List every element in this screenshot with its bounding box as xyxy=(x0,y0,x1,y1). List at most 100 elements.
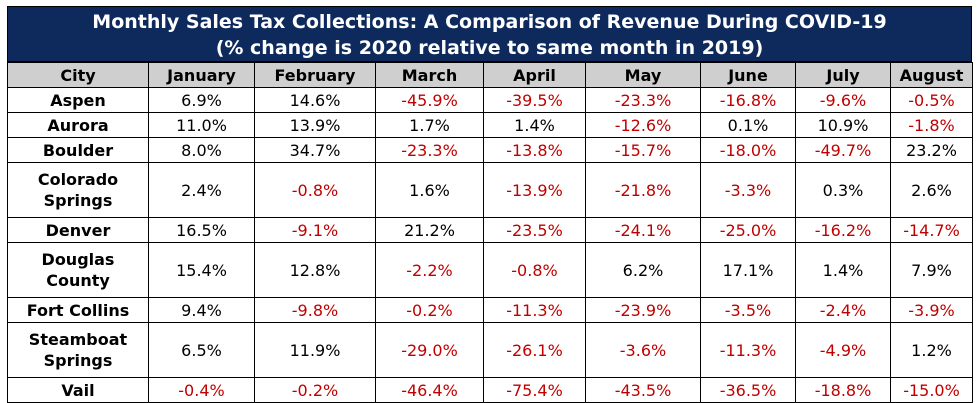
table-title-banner: Monthly Sales Tax Collections: A Compari… xyxy=(7,6,972,62)
value-cell: 21.2% xyxy=(375,217,484,243)
value-cell: -3.9% xyxy=(890,297,973,323)
sales-tax-table-figure: Monthly Sales Tax Collections: A Compari… xyxy=(7,6,973,403)
value-cell: -49.7% xyxy=(795,137,891,163)
value-cell: -18.0% xyxy=(700,137,796,163)
value-cell: -0.4% xyxy=(148,377,255,403)
value-cell: 14.6% xyxy=(254,87,376,113)
city-cell: Vail xyxy=(7,377,149,403)
value-cell: 16.5% xyxy=(148,217,255,243)
table-row: Aurora 11.0% 13.9% 1.7% 1.4% -12.6% 0.1% 10.9% -… xyxy=(7,112,973,138)
value-cell: 6.9% xyxy=(148,87,255,113)
value-cell: 13.9% xyxy=(254,112,376,138)
city-cell: Douglas County xyxy=(7,242,149,298)
value-cell: -23.3% xyxy=(375,137,484,163)
city-name-line: Colorado xyxy=(37,170,119,189)
value-cell: -0.2% xyxy=(375,297,484,323)
table-subtitle: (% change is 2020 relative to same month… xyxy=(215,37,764,59)
value-cell: -75.4% xyxy=(483,377,586,403)
value-cell: 15.4% xyxy=(148,242,255,298)
value-cell: 23.2% xyxy=(890,137,973,163)
column-header-march: March xyxy=(375,62,484,88)
value-cell: -29.0% xyxy=(375,322,484,378)
sales-tax-table: City January February March April May June July… xyxy=(7,62,973,403)
value-cell: -0.8% xyxy=(254,162,376,218)
value-cell: -45.9% xyxy=(375,87,484,113)
city-cell: Denver xyxy=(7,217,149,243)
value-cell: -11.3% xyxy=(700,322,796,378)
value-cell: -9.1% xyxy=(254,217,376,243)
value-cell: -3.5% xyxy=(700,297,796,323)
table-row: Steamboat Springs 6.5% 11.9% -29.0% -26.1% -3.… xyxy=(7,322,973,378)
value-cell: 34.7% xyxy=(254,137,376,163)
value-cell: 6.2% xyxy=(585,242,701,298)
table-row: Aspen 6.9% 14.6% -45.9% -39.5% -23.3% -16.8% -9… xyxy=(7,87,973,113)
city-name-line: Douglas xyxy=(41,250,115,269)
column-header-june: June xyxy=(700,62,796,88)
city-name-line: Aurora xyxy=(47,115,109,135)
value-cell: -0.5% xyxy=(890,87,973,113)
value-cell: -43.5% xyxy=(585,377,701,403)
header-row: City January February March April May June July… xyxy=(7,62,973,88)
city-name-line: Springs xyxy=(43,351,113,370)
value-cell: -23.9% xyxy=(585,297,701,323)
value-cell: -9.6% xyxy=(795,87,891,113)
value-cell: -46.4% xyxy=(375,377,484,403)
city-name-line: Aspen xyxy=(50,90,106,110)
value-cell: -18.8% xyxy=(795,377,891,403)
table-body: Aspen 6.9% 14.6% -45.9% -39.5% -23.3% -16.8% -9… xyxy=(7,87,973,403)
city-cell: Aspen xyxy=(7,87,149,113)
column-header-february: February xyxy=(254,62,376,88)
table-row: Boulder 8.0% 34.7% -23.3% -13.8% -15.7% -18.0%… xyxy=(7,137,973,163)
value-cell: -23.5% xyxy=(483,217,586,243)
table-row: Denver 16.5% -9.1% 21.2% -23.5% -24.1% -25.0% -… xyxy=(7,217,973,243)
value-cell: -0.8% xyxy=(483,242,586,298)
value-cell: -15.7% xyxy=(585,137,701,163)
column-header-april: April xyxy=(483,62,586,88)
column-header-january: January xyxy=(148,62,255,88)
value-cell: 0.3% xyxy=(795,162,891,218)
value-cell: -14.7% xyxy=(890,217,973,243)
value-cell: -23.3% xyxy=(585,87,701,113)
city-cell: Colorado Springs xyxy=(7,162,149,218)
value-cell: -9.8% xyxy=(254,297,376,323)
table-title: Monthly Sales Tax Collections: A Compari… xyxy=(92,11,887,33)
column-header-august: August xyxy=(890,62,973,88)
value-cell: -13.9% xyxy=(483,162,586,218)
value-cell: 2.4% xyxy=(148,162,255,218)
value-cell: -26.1% xyxy=(483,322,586,378)
value-cell: 1.4% xyxy=(483,112,586,138)
city-cell: Boulder xyxy=(7,137,149,163)
table-row: Douglas County 15.4% 12.8% -2.2% -0.8% 6.2% 17.… xyxy=(7,242,973,298)
value-cell: -4.9% xyxy=(795,322,891,378)
value-cell: -0.2% xyxy=(254,377,376,403)
value-cell: -2.4% xyxy=(795,297,891,323)
value-cell: 7.9% xyxy=(890,242,973,298)
table-row: Vail -0.4% -0.2% -46.4% -75.4% -43.5% -36.5% -1… xyxy=(7,377,973,403)
value-cell: -25.0% xyxy=(700,217,796,243)
value-cell: -21.8% xyxy=(585,162,701,218)
value-cell: -11.3% xyxy=(483,297,586,323)
value-cell: 12.8% xyxy=(254,242,376,298)
value-cell: 1.7% xyxy=(375,112,484,138)
value-cell: 2.6% xyxy=(890,162,973,218)
city-name-line: Vail xyxy=(61,380,95,400)
column-header-city: City xyxy=(7,62,149,88)
value-cell: 0.1% xyxy=(700,112,796,138)
value-cell: 8.0% xyxy=(148,137,255,163)
value-cell: 11.9% xyxy=(254,322,376,378)
value-cell: -15.0% xyxy=(890,377,973,403)
city-cell: Steamboat Springs xyxy=(7,322,149,378)
value-cell: -16.2% xyxy=(795,217,891,243)
city-cell: Fort Collins xyxy=(7,297,149,323)
value-cell: 6.5% xyxy=(148,322,255,378)
city-name-line: Fort Collins xyxy=(26,300,130,320)
value-cell: -1.8% xyxy=(890,112,973,138)
value-cell: 11.0% xyxy=(148,112,255,138)
value-cell: -39.5% xyxy=(483,87,586,113)
column-header-july: July xyxy=(795,62,891,88)
value-cell: 1.6% xyxy=(375,162,484,218)
city-name-line: Denver xyxy=(45,220,111,240)
value-cell: -36.5% xyxy=(700,377,796,403)
value-cell: 1.2% xyxy=(890,322,973,378)
table-row: Fort Collins 9.4% -9.8% -0.2% -11.3% -23.9% -3… xyxy=(7,297,973,323)
